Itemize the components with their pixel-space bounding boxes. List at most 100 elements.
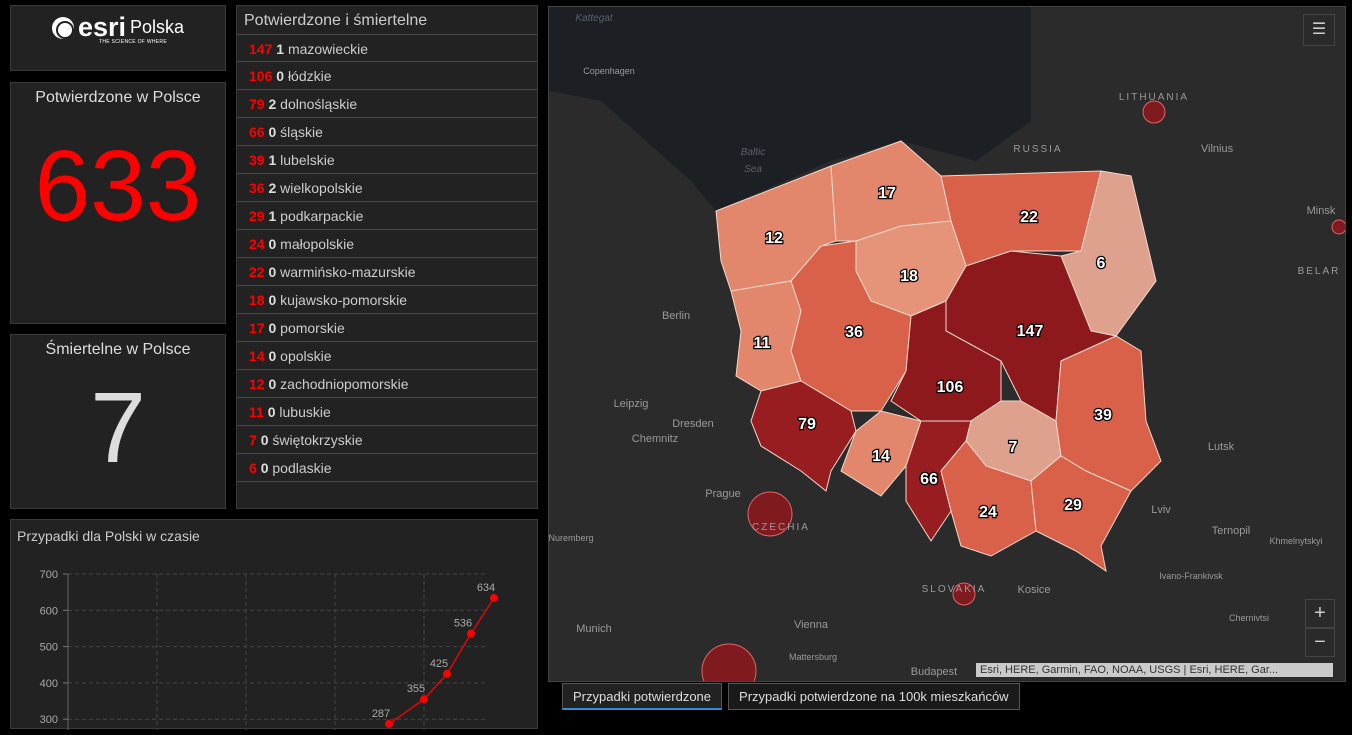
data-label: 425 xyxy=(430,658,448,670)
death-count: 0 xyxy=(268,348,277,364)
confirmed-value: 633 xyxy=(34,130,202,242)
confirmed-count: 66 xyxy=(249,124,265,140)
tab-confirmed[interactable]: Przypadki potwierdzone xyxy=(562,683,723,710)
tab-confirmed-per-100k[interactable]: Przypadki potwierdzone na 100k mieszkańc… xyxy=(728,683,1020,710)
region-name: świętokrzyskie xyxy=(272,432,363,448)
list-item[interactable]: 106 0 łódzkie xyxy=(237,62,537,90)
confirmed-count: 18 xyxy=(249,292,265,308)
place-label: RUSSIA xyxy=(1013,144,1062,155)
region-name: śląskie xyxy=(280,124,323,140)
region-name: mazowieckie xyxy=(287,41,369,57)
data-point xyxy=(385,719,393,728)
deaths-value: 7 xyxy=(90,372,146,484)
death-count: 1 xyxy=(276,41,285,57)
place-label: Copenhagen xyxy=(583,66,635,76)
y-tick-label: 500 xyxy=(40,642,58,654)
place-label: Dresden xyxy=(672,418,714,430)
region-name: małopolskie xyxy=(280,236,355,252)
map-canvas[interactable]: 12 17 22 6 18 11 36 147 106 79 14 66 7 39 24 29 Kattegat… xyxy=(549,7,1346,682)
place-label: Vilnius xyxy=(1201,143,1234,155)
zoom-in-button[interactable]: + xyxy=(1305,599,1335,628)
region-name: wielkopolskie xyxy=(280,180,363,196)
list-title: Potwierdzone i śmiertelne xyxy=(244,12,428,29)
map-view[interactable]: 12 17 22 6 18 11 36 147 106 79 14 66 7 39 24 29 Kattegat… xyxy=(548,6,1346,682)
death-count: 2 xyxy=(268,96,277,112)
region-value-label: 39 xyxy=(1094,407,1112,424)
list-item[interactable]: 66 0 śląskie xyxy=(237,118,537,146)
confirmed-count: 79 xyxy=(249,96,265,112)
case-bubble xyxy=(1331,219,1345,235)
list-item[interactable]: 6 0 podlaskie xyxy=(237,454,537,482)
data-point xyxy=(420,695,428,704)
list-item[interactable]: 14 0 opolskie xyxy=(237,342,537,370)
place-label: Budapest xyxy=(911,666,957,678)
death-count: 0 xyxy=(267,404,276,420)
region-value-label: 11 xyxy=(754,335,771,352)
region-value-label: 18 xyxy=(900,268,918,285)
region-value-label: 7 xyxy=(1009,439,1018,456)
place-label: LITHUANIA xyxy=(1119,92,1189,103)
confirmed-count: 29 xyxy=(249,208,265,224)
region-name: zachodniopomorskie xyxy=(280,376,409,392)
list-item[interactable]: 147 1 mazowieckie xyxy=(237,34,537,62)
confirmed-indicator: Potwierdzone w Polsce 633 xyxy=(10,82,226,324)
list-item[interactable]: 17 0 pomorskie xyxy=(237,314,537,342)
data-label: 634 xyxy=(477,582,495,594)
list-item[interactable]: 11 0 lubuskie xyxy=(237,398,537,426)
confirmed-count: 7 xyxy=(249,432,257,448)
place-label: Vienna xyxy=(794,619,829,631)
y-tick-label: 300 xyxy=(40,714,58,726)
map-attribution[interactable]: Esri, HERE, Garmin, FAO, NOAA, USGS | Es… xyxy=(976,663,1333,677)
place-label: Chernivtsi xyxy=(1229,613,1269,623)
region-dolnośląskie xyxy=(750,380,857,492)
death-count: 0 xyxy=(260,432,269,448)
confirmed-count: 147 xyxy=(249,41,273,57)
place-label: Minsk xyxy=(1307,205,1336,217)
place-label: CZECHIA xyxy=(752,522,810,533)
region-list: Potwierdzone i śmiertelne 147 1 mazowiec… xyxy=(236,5,538,509)
y-tick-label: 600 xyxy=(40,605,58,617)
place-label: Khmelnytskyi xyxy=(1269,536,1322,546)
deaths-indicator: Śmiertelne w Polsce 7 xyxy=(10,334,226,509)
confirmed-count: 14 xyxy=(249,348,265,364)
region-name: podkarpackie xyxy=(280,208,364,224)
data-label: 287 xyxy=(372,708,390,720)
chart-title: Przypadki dla Polski w czasie xyxy=(17,528,200,544)
death-count: 0 xyxy=(268,124,277,140)
region-value-label: 106 xyxy=(937,379,964,396)
place-label: Ternopil xyxy=(1212,525,1251,537)
region-value-label: 79 xyxy=(798,416,816,433)
zoom-out-button[interactable]: − xyxy=(1305,628,1335,657)
death-count: 0 xyxy=(268,236,277,252)
place-label: Lviv xyxy=(1151,504,1171,516)
region-value-label: 6 xyxy=(1097,255,1106,272)
data-label: 355 xyxy=(407,683,425,695)
case-bubble xyxy=(701,643,757,681)
list-item[interactable]: 24 0 małopolskie xyxy=(237,230,537,258)
list-item[interactable]: 39 1 lubelskie xyxy=(237,146,537,174)
death-count: 1 xyxy=(268,208,277,224)
place-label: Chemnitz xyxy=(632,433,678,445)
list-item[interactable]: 29 1 podkarpackie xyxy=(237,202,537,230)
cases-chart: 700 600 500 400 300 287 355 425 536 634 xyxy=(40,569,498,730)
list-item[interactable]: 22 0 warmińsko-mazurskie xyxy=(237,258,537,286)
data-label: 536 xyxy=(454,618,472,630)
list-item[interactable]: 79 2 dolnośląskie xyxy=(237,90,537,118)
region-name: lubuskie xyxy=(279,404,331,420)
esri-logo-panel: esri Polska THE SCIENCE OF WHERE xyxy=(10,5,226,71)
logo-tagline: THE SCIENCE OF WHERE xyxy=(99,39,167,45)
death-count: 0 xyxy=(268,376,277,392)
death-count: 0 xyxy=(268,264,277,280)
region-podkarpackie xyxy=(1030,455,1132,573)
case-bubble xyxy=(747,491,793,537)
place-label: Ivano-Frankivsk xyxy=(1159,571,1223,581)
confirmed-count: 24 xyxy=(249,236,265,252)
list-item[interactable]: 36 2 wielkopolskie xyxy=(237,174,537,202)
list-item[interactable]: 7 0 świętokrzyskie xyxy=(237,426,537,454)
legend-list-icon[interactable]: ☰ xyxy=(1303,14,1335,46)
place-label: Leipzig xyxy=(614,398,649,410)
region-value-label: 14 xyxy=(872,448,890,465)
confirmed-count: 11 xyxy=(249,404,264,420)
list-item[interactable]: 18 0 kujawsko-pomorskie xyxy=(237,286,537,314)
list-item[interactable]: 12 0 zachodniopomorskie xyxy=(237,370,537,398)
